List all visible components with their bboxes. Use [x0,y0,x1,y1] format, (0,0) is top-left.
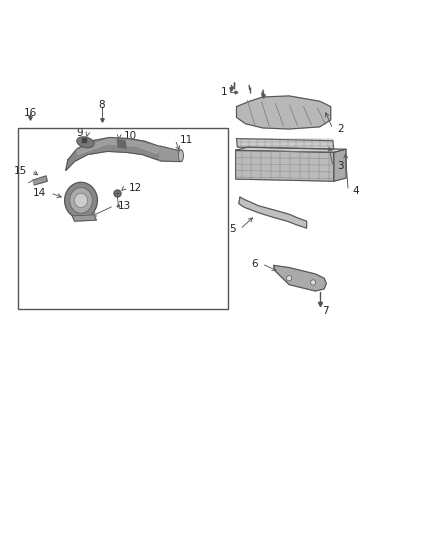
Text: 8: 8 [99,100,105,110]
Text: 14: 14 [33,188,46,198]
Text: 5: 5 [229,224,236,234]
Polygon shape [66,138,171,171]
Polygon shape [236,150,334,181]
Text: 9: 9 [77,128,83,138]
Text: 13: 13 [118,201,131,211]
Polygon shape [236,147,346,152]
Polygon shape [33,176,47,185]
Text: 12: 12 [129,183,142,192]
Ellipse shape [77,137,94,148]
Text: 6: 6 [251,259,258,269]
Ellipse shape [65,182,97,219]
Text: 15: 15 [14,166,27,175]
Ellipse shape [311,280,316,285]
Polygon shape [117,140,126,148]
Text: 4: 4 [353,186,359,196]
Text: 1: 1 [221,87,228,96]
Text: 7: 7 [322,306,328,317]
Bar [18,128,228,309]
Text: 11: 11 [180,135,193,144]
Text: 3: 3 [337,161,344,171]
Ellipse shape [74,193,88,207]
Polygon shape [160,146,183,161]
Text: 16: 16 [24,108,37,118]
Text: 2: 2 [337,124,344,134]
Ellipse shape [286,276,292,281]
Polygon shape [237,139,334,149]
Ellipse shape [70,188,92,213]
Text: 10: 10 [124,131,137,141]
Polygon shape [274,265,326,291]
Polygon shape [334,149,346,181]
Polygon shape [239,197,307,228]
Ellipse shape [178,150,184,161]
Polygon shape [237,96,331,129]
Polygon shape [77,139,160,155]
Polygon shape [72,215,96,221]
